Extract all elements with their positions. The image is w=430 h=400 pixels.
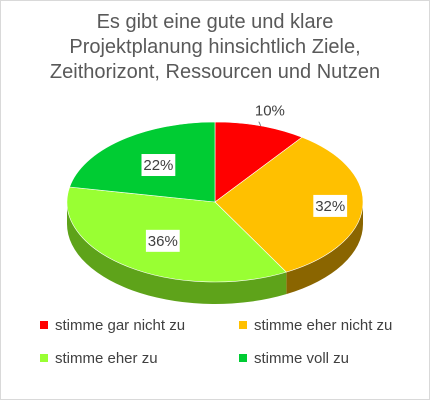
pie-slice-stimme-eher-nicht-zu (214, 136, 364, 273)
chart-title-line-1: Es gibt eine gute und klare (96, 11, 334, 33)
legend-swatch (40, 321, 48, 330)
legend-label: stimme eher nicht zu (254, 317, 393, 334)
legend-label: stimme gar nicht zu (55, 317, 186, 334)
pie-side-stimme-eher-zu (67, 202, 287, 304)
chart-title-line-3: Zeithorizont, Ressourcen und Nutzen (49, 61, 381, 83)
legend-swatch (239, 321, 247, 330)
legend-swatch (239, 354, 247, 363)
pie-side-stimme-eher-nicht-zu (286, 202, 363, 295)
legend-item-stimme-eher-nicht-zu: stimme eher nicht zu (239, 317, 392, 335)
data-label-stimme-gar-nicht-zu: 10% (255, 103, 285, 120)
pie-side-walls (67, 202, 363, 304)
data-label-bg-stimme-eher-zu (145, 229, 180, 252)
data-label-stimme-eher-zu: 36% (148, 233, 178, 250)
pie-slice-stimme-gar-nicht-zu (214, 121, 303, 203)
legend-swatch (40, 354, 48, 363)
data-label-bg-stimme-voll-zu (141, 154, 176, 177)
data-label-stimme-eher-nicht-zu: 32% (315, 198, 345, 215)
legend-label: stimme voll zu (254, 350, 350, 367)
legend-item-stimme-gar-nicht-zu: stimme gar nicht zu (40, 317, 185, 335)
chart-title: Es gibt eine gute und klare Projektplanu… (0, 10, 430, 85)
chart-title-line-2: Projektplanung hinsichtlich Ziele, (69, 36, 361, 58)
data-label-stimme-voll-zu: 22% (143, 157, 173, 174)
legend-label: stimme eher zu (55, 350, 158, 367)
data-label-bg-stimme-eher-nicht-zu (313, 194, 348, 217)
legend-item-stimme-voll-zu: stimme voll zu (239, 350, 349, 368)
data-label-bg-stimme-gar-nicht-zu (252, 99, 287, 122)
legend-item-stimme-eher-zu: stimme eher zu (40, 350, 158, 368)
